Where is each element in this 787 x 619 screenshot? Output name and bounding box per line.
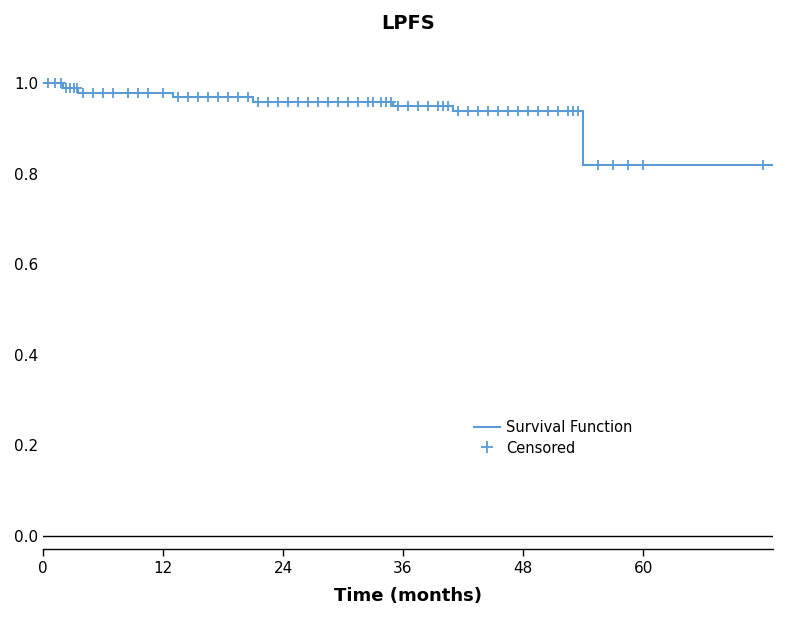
Title: LPFS: LPFS <box>381 14 435 33</box>
X-axis label: Time (months): Time (months) <box>334 587 482 605</box>
Legend: Survival Function, Censored: Survival Function, Censored <box>474 420 632 456</box>
